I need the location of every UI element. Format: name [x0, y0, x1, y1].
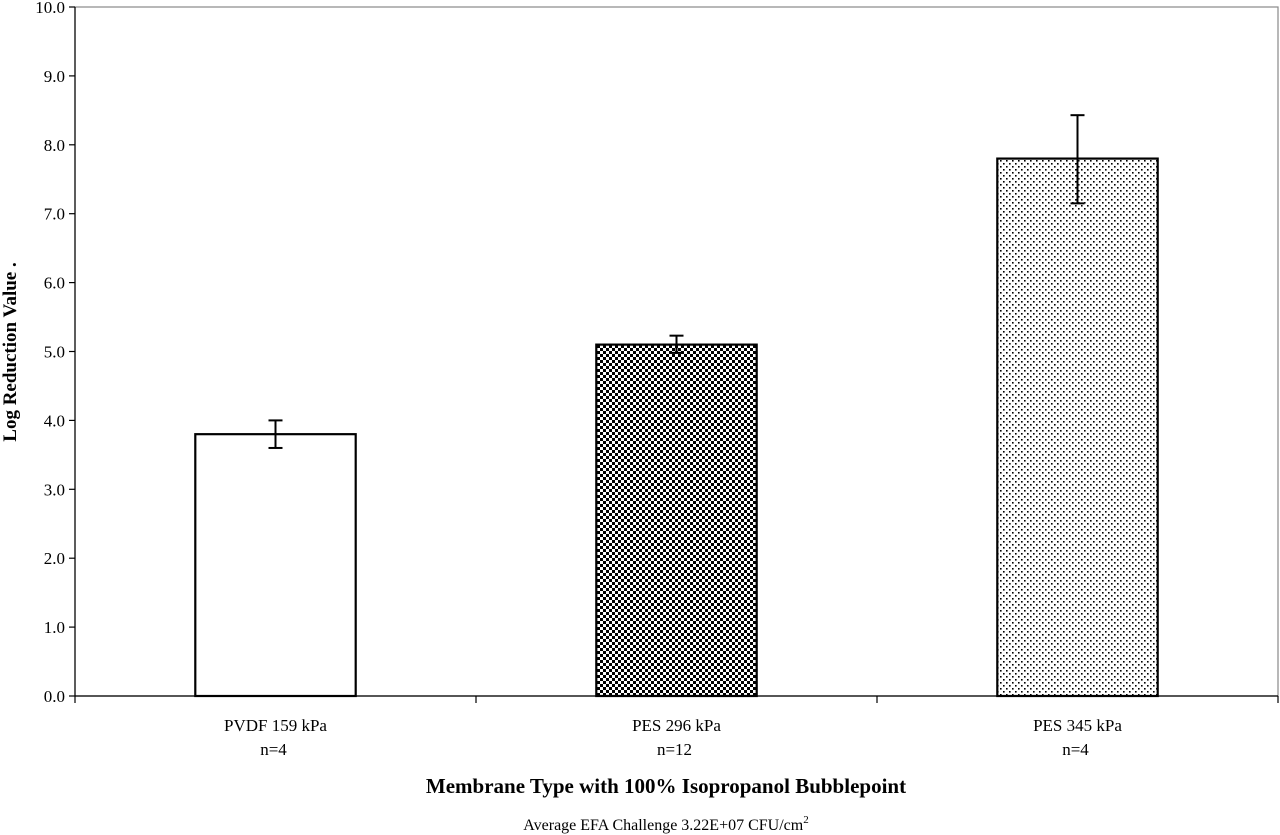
y-axis-title: Log Reduction Value .	[0, 262, 21, 441]
bar	[595, 343, 758, 698]
y-tick-label: 8.0	[44, 136, 65, 155]
x-axis-title: Membrane Type with 100% Isopropanol Bubb…	[426, 774, 906, 798]
y-tick-label: 0.0	[44, 687, 65, 706]
y-tick-label: 9.0	[44, 67, 65, 86]
y-tick-label: 6.0	[44, 274, 65, 293]
y-tick-label: 2.0	[44, 549, 65, 568]
x-tick-label: PES 296 kPa	[632, 716, 721, 735]
bar	[194, 433, 357, 698]
x-tick-label: PVDF 159 kPa	[224, 716, 327, 735]
y-axis: 0.0 1.0 2.0 3.0 4.0 5.0 6.0 7.0 8.0 9.0 10.0	[35, 0, 75, 706]
x-axis	[74, 696, 1279, 703]
y-tick-label: 4.0	[44, 411, 65, 430]
footnote: Average EFA Challenge 3.22E+07 CFU/cm2	[523, 814, 808, 834]
error-bar-group	[268, 114, 1085, 449]
x-tick-sample-size: n=12	[657, 740, 692, 759]
y-tick-label: 10.0	[35, 0, 65, 17]
x-tick-sample-size: n=4	[260, 740, 287, 759]
x-tick-label: PES 345 kPa	[1033, 716, 1122, 735]
y-tick-label: 3.0	[44, 480, 65, 499]
bar	[996, 157, 1159, 698]
y-tick-label: 7.0	[44, 205, 65, 224]
footnote-superscript: 2	[803, 814, 809, 826]
x-tick-sample-size: n=4	[1062, 740, 1089, 759]
category-labels: PVDF 159 kPa n=4 PES 296 kPa n=12 PES 345 kP…	[224, 716, 1122, 759]
bar-group	[194, 157, 1159, 698]
y-tick-label: 5.0	[44, 343, 65, 362]
footnote-text: Average EFA Challenge 3.22E+07 CFU/cm	[523, 817, 803, 834]
y-tick-label: 1.0	[44, 618, 65, 637]
